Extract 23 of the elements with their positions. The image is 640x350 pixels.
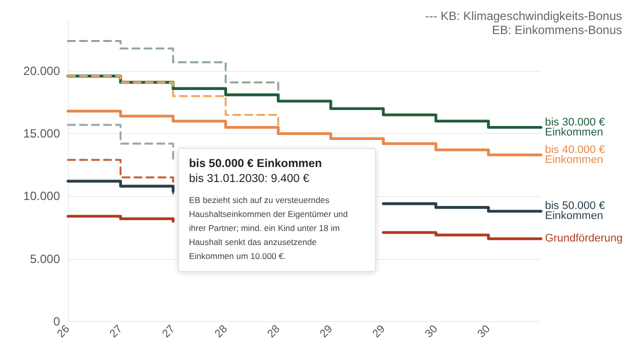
x-tick-label: 29 [370,323,388,340]
x-tick-label: 28 [212,323,230,340]
tooltip-box: bis 50.000 € Einkommen bis 31.01.2030: 9.400 € EB bezieht sich auf zu versteuerndes Haushaltseinkommen der Eigentümer und ihrer Partner; mind. ein Kind unter 18 im Haushalt senkt das anzusetzende Einkommen um 10.000 €. [178,148,376,272]
x-tick-label: 30 [476,323,493,340]
y-tick-label: 10.000 [23,189,60,204]
series-label: bis 50.000 € Einkommen [545,200,605,222]
x-tick-label: 28 [265,323,282,340]
x-tick-label: 30 [423,323,440,340]
x-tick-label: 27 [108,323,125,340]
x-tick-label: 29 [318,323,336,340]
y-tick-label: 0 [53,314,60,328]
annotation: EB bezieht sich auf zu versteuerndes Haushaltseinkommen der Eigentümer und ihrer Partner; mind. ein Kind unter 18 im Haushalt senkt das anzusetzende Einkommen um 10.000 €. [189,194,349,263]
y-tick-label: 15.000 [23,126,60,141]
series-label: Grundförderung [545,232,623,245]
y-tick-label: 20.000 [23,64,60,78]
annotation: EB: Einkommens-Bonus [492,23,622,37]
series-label: bis 30.000 € Einkommen [545,116,605,138]
series-label: bis 40.000 € Einkommen [545,144,605,166]
annotation: --- KB: Klimageschwindigkeits-Bonus [425,9,622,23]
annotation: bis 50.000 € Einkommen [189,157,323,172]
y-tick-label: 5.000 [30,252,60,266]
x-tick-label: 27 [160,323,178,340]
annotation: bis 31.01.2030: 9.400 € [189,172,310,187]
